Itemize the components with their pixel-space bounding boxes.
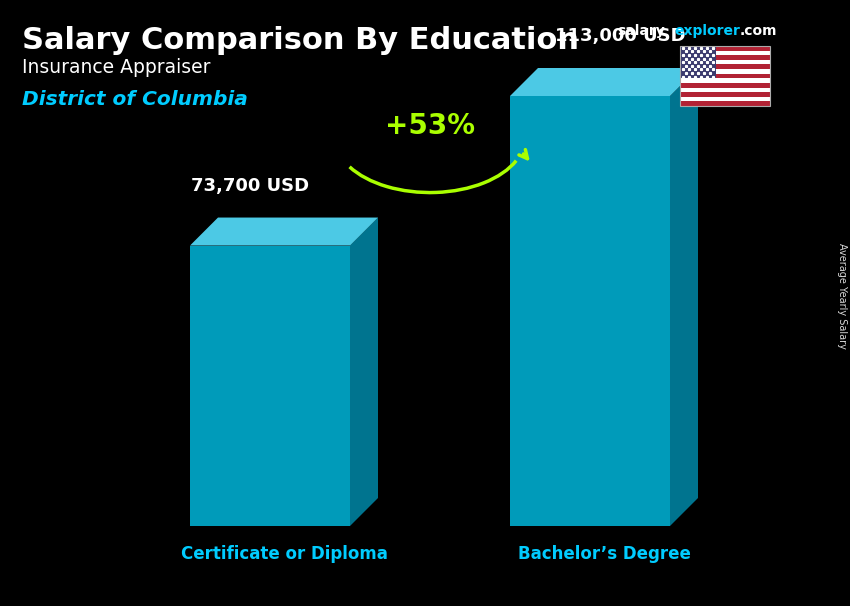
Bar bbox=[680, 60, 770, 64]
Polygon shape bbox=[190, 218, 378, 245]
Bar bbox=[680, 46, 716, 78]
Bar bbox=[680, 92, 770, 97]
Text: District of Columbia: District of Columbia bbox=[22, 90, 248, 109]
Bar bbox=[680, 74, 770, 78]
Text: Insurance Appraiser: Insurance Appraiser bbox=[22, 58, 211, 77]
Bar bbox=[680, 55, 770, 60]
Text: Average Yearly Salary: Average Yearly Salary bbox=[837, 243, 847, 349]
Polygon shape bbox=[510, 68, 698, 96]
Text: 73,700 USD: 73,700 USD bbox=[191, 176, 309, 195]
Text: explorer: explorer bbox=[674, 24, 740, 38]
Text: Bachelor’s Degree: Bachelor’s Degree bbox=[518, 545, 690, 563]
Bar bbox=[680, 51, 770, 55]
Bar bbox=[680, 64, 770, 69]
Bar bbox=[510, 96, 670, 526]
Text: +53%: +53% bbox=[385, 112, 475, 139]
Text: Salary Comparison By Education: Salary Comparison By Education bbox=[22, 26, 579, 55]
Text: Certificate or Diploma: Certificate or Diploma bbox=[180, 545, 388, 563]
Bar bbox=[680, 101, 770, 106]
Text: .com: .com bbox=[740, 24, 778, 38]
Text: 113,000 USD: 113,000 USD bbox=[555, 27, 685, 45]
Bar bbox=[680, 69, 770, 74]
Bar bbox=[680, 87, 770, 92]
Text: salary: salary bbox=[617, 24, 665, 38]
Polygon shape bbox=[350, 218, 378, 526]
Bar bbox=[680, 97, 770, 101]
Bar bbox=[680, 83, 770, 87]
Polygon shape bbox=[670, 68, 698, 526]
Bar bbox=[680, 46, 770, 106]
Bar bbox=[680, 46, 770, 51]
Bar bbox=[680, 78, 770, 83]
Bar bbox=[190, 245, 350, 526]
